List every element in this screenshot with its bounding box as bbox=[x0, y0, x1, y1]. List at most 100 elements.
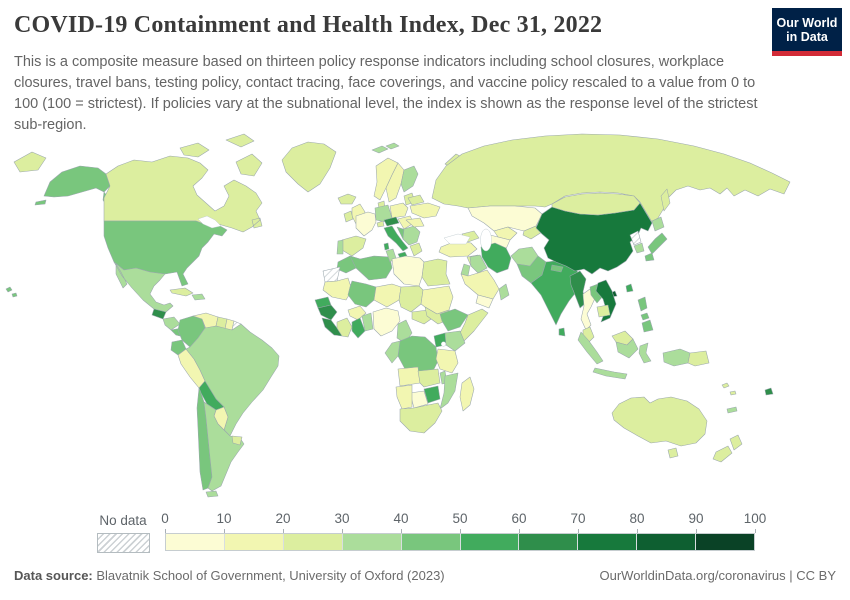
country-canada[interactable] bbox=[103, 133, 263, 233]
country-ivory-coast[interactable] bbox=[336, 317, 353, 338]
country-algeria[interactable] bbox=[349, 255, 393, 281]
country-iceland[interactable] bbox=[337, 193, 357, 205]
legend-tick-label: 80 bbox=[629, 511, 645, 526]
credit-link[interactable]: OurWorldinData.org/coronavirus | CC BY bbox=[599, 568, 836, 583]
country-japan-kyushu[interactable] bbox=[644, 252, 655, 262]
country-fiji[interactable] bbox=[764, 387, 774, 396]
country-uruguay[interactable] bbox=[231, 435, 243, 446]
country-tanzania[interactable] bbox=[435, 348, 459, 374]
country-honduras-nicaragua[interactable] bbox=[162, 316, 181, 331]
legend-tick-label: 30 bbox=[334, 511, 350, 526]
country-indonesia-sumatra[interactable] bbox=[577, 331, 604, 365]
country-solomon-islands[interactable] bbox=[721, 382, 737, 396]
country-hispaniola[interactable] bbox=[191, 293, 206, 301]
country-russia-chukotka[interactable] bbox=[13, 151, 47, 173]
country-saudi-arabia[interactable] bbox=[460, 269, 500, 300]
country-finland[interactable] bbox=[400, 165, 419, 193]
country-togo-benin[interactable] bbox=[361, 312, 374, 332]
country-sakhalin[interactable] bbox=[660, 188, 671, 212]
legend-tick-mark bbox=[165, 529, 166, 533]
country-sri-lanka[interactable] bbox=[558, 327, 566, 337]
country-nigeria[interactable] bbox=[372, 307, 401, 337]
country-papua-new-guinea[interactable] bbox=[687, 350, 710, 367]
country-mongolia[interactable] bbox=[551, 192, 641, 216]
country-ireland[interactable] bbox=[343, 210, 354, 223]
country-indonesia-sulawesi[interactable] bbox=[638, 342, 652, 364]
country-western-sahara[interactable] bbox=[322, 266, 341, 283]
country-spain[interactable] bbox=[341, 235, 367, 257]
country-ukraine[interactable] bbox=[409, 202, 441, 219]
country-cambodia[interactable] bbox=[596, 304, 611, 318]
country-chad[interactable] bbox=[398, 285, 424, 313]
legend-tick-label: 70 bbox=[570, 511, 586, 526]
country-oman[interactable] bbox=[498, 283, 510, 301]
country-greenland[interactable] bbox=[281, 141, 337, 193]
legend-no-data-swatch[interactable] bbox=[97, 533, 150, 553]
owid-logo-line1: Our World bbox=[776, 15, 838, 30]
country-congo-gabon[interactable] bbox=[384, 340, 401, 364]
country-kazakhstan[interactable] bbox=[467, 205, 543, 232]
country-namibia[interactable] bbox=[395, 384, 413, 410]
legend-color-segment bbox=[518, 534, 578, 550]
country-sweden[interactable] bbox=[385, 162, 405, 203]
page-title: COVID-19 Containment and Health Index, D… bbox=[14, 12, 603, 38]
country-south-africa[interactable] bbox=[399, 402, 443, 434]
owid-logo-text: Our World in Data bbox=[772, 8, 842, 51]
country-russia[interactable] bbox=[431, 133, 791, 223]
country-madagascar[interactable] bbox=[459, 376, 475, 412]
country-indonesia-java[interactable] bbox=[592, 367, 628, 380]
country-new-zealand-south[interactable] bbox=[712, 445, 733, 463]
country-uzbekistan[interactable] bbox=[493, 226, 518, 241]
country-nepal[interactable] bbox=[550, 264, 564, 273]
country-guinea[interactable] bbox=[317, 304, 338, 321]
country-romania[interactable] bbox=[405, 217, 425, 228]
legend-tick-label: 10 bbox=[216, 511, 232, 526]
country-new-zealand-north[interactable] bbox=[729, 434, 743, 451]
country-niger[interactable] bbox=[373, 283, 402, 308]
country-svalbard[interactable] bbox=[371, 142, 400, 154]
country-south-korea[interactable] bbox=[633, 242, 645, 254]
country-philippines-mindanao[interactable] bbox=[641, 319, 654, 333]
country-north-korea[interactable] bbox=[629, 230, 642, 246]
country-zimbabwe[interactable] bbox=[423, 385, 441, 404]
country-tasmania[interactable] bbox=[667, 447, 679, 459]
country-indonesia-borneo[interactable] bbox=[615, 338, 639, 359]
country-egypt[interactable] bbox=[421, 258, 451, 287]
country-balkans[interactable] bbox=[402, 225, 421, 246]
country-dr-congo[interactable] bbox=[397, 335, 439, 376]
country-mozambique[interactable] bbox=[439, 372, 459, 410]
country-iran[interactable] bbox=[480, 242, 512, 274]
country-hawaii[interactable] bbox=[5, 286, 18, 298]
country-mexico[interactable] bbox=[113, 261, 174, 313]
country-france[interactable] bbox=[355, 211, 377, 237]
country-somalia[interactable] bbox=[459, 308, 489, 344]
country-japan-honshu[interactable] bbox=[647, 232, 668, 255]
country-philippines-luzon[interactable] bbox=[637, 296, 650, 321]
legend-tick-label: 40 bbox=[393, 511, 409, 526]
country-belarus[interactable] bbox=[407, 194, 425, 206]
country-new-caledonia[interactable] bbox=[726, 406, 738, 414]
legend-color-bar[interactable] bbox=[165, 533, 755, 551]
country-zambia[interactable] bbox=[417, 368, 441, 388]
country-ghana[interactable] bbox=[351, 317, 366, 339]
country-argentina[interactable] bbox=[203, 401, 245, 498]
country-switzerland[interactable] bbox=[376, 220, 385, 228]
country-angola[interactable] bbox=[397, 366, 421, 387]
country-botswana[interactable] bbox=[409, 390, 429, 409]
country-mali[interactable] bbox=[347, 280, 377, 308]
country-austria[interactable] bbox=[383, 216, 400, 227]
country-poland[interactable] bbox=[389, 202, 409, 219]
legend-no-data-label: No data bbox=[99, 513, 147, 528]
country-portugal[interactable] bbox=[336, 239, 344, 255]
country-yemen[interactable] bbox=[475, 294, 494, 309]
country-libya[interactable] bbox=[391, 255, 425, 287]
country-ethiopia[interactable] bbox=[439, 308, 469, 332]
country-taiwan[interactable] bbox=[625, 283, 634, 293]
country-australia[interactable] bbox=[611, 396, 708, 447]
country-cuba[interactable] bbox=[169, 287, 194, 297]
country-japan-hokkaido[interactable] bbox=[651, 216, 665, 232]
country-vietnam[interactable] bbox=[595, 279, 617, 323]
owid-logo[interactable]: Our World in Data bbox=[772, 8, 842, 56]
country-indonesia-papua[interactable] bbox=[662, 348, 691, 367]
country-iraq[interactable] bbox=[469, 254, 488, 274]
